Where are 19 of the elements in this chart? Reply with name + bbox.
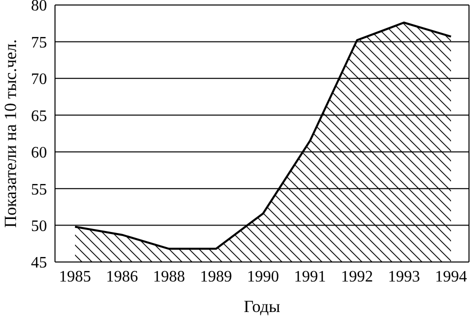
y-tick-label: 70 <box>31 71 47 88</box>
x-tick-label: 1985 <box>59 268 91 286</box>
x-tick-label: 1988 <box>153 268 185 286</box>
y-axis-title: Показатели на 10 тыс.чел. <box>1 39 20 228</box>
y-tick-label: 75 <box>31 34 47 52</box>
x-tick-label: 1992 <box>341 268 373 286</box>
x-tick-label: 1990 <box>247 268 279 286</box>
y-tick-label: 45 <box>31 254 47 272</box>
y-tick-label: 65 <box>31 108 47 125</box>
x-axis-title: Годы <box>244 297 281 316</box>
x-tick-label: 1991 <box>294 268 326 286</box>
y-tick-label: 55 <box>31 181 47 198</box>
x-tick-label: 1994 <box>435 268 467 286</box>
y-tick-label: 60 <box>31 144 47 162</box>
x-tick-label: 1993 <box>388 268 420 286</box>
x-tick-label: 1986 <box>106 268 138 286</box>
x-tick-label: 1989 <box>200 268 232 286</box>
y-tick-label: 50 <box>31 218 47 235</box>
y-tick-label: 80 <box>31 0 47 15</box>
